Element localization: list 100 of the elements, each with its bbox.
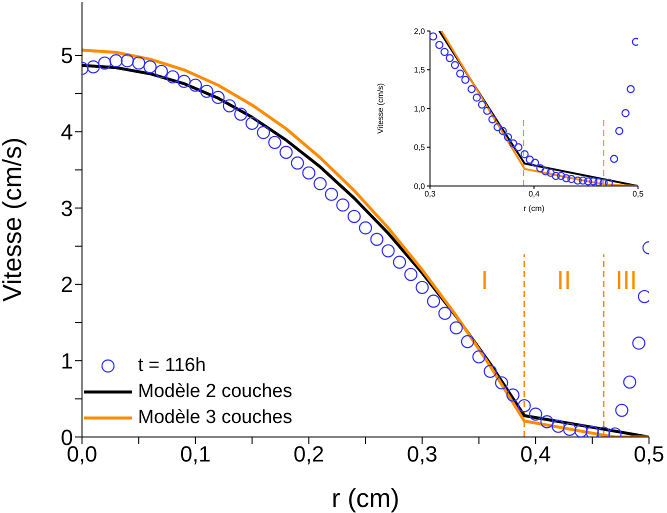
point xyxy=(222,99,236,112)
point xyxy=(536,164,544,172)
point xyxy=(256,126,270,140)
point xyxy=(166,70,180,84)
point xyxy=(541,167,550,176)
point xyxy=(370,232,384,246)
point xyxy=(626,85,635,94)
point xyxy=(578,176,587,185)
point xyxy=(498,126,507,136)
annotation: I xyxy=(480,265,488,296)
point xyxy=(98,56,112,70)
point xyxy=(504,133,512,142)
point xyxy=(416,280,429,294)
point xyxy=(109,54,123,68)
point xyxy=(382,244,395,258)
point xyxy=(494,123,502,132)
point xyxy=(594,178,603,186)
point xyxy=(529,408,542,421)
point xyxy=(450,61,460,70)
point xyxy=(430,32,438,41)
legend-label: Modèle 3 couches xyxy=(138,406,292,430)
point xyxy=(483,106,492,115)
y-axis-title: Vitesse (cm/s) xyxy=(0,137,28,302)
point xyxy=(546,168,555,177)
x-tick-label: 0,4 xyxy=(528,190,540,199)
point xyxy=(120,54,134,68)
point xyxy=(472,350,486,364)
point xyxy=(290,156,304,170)
point xyxy=(348,210,361,224)
y-axis-title: Vitesse (cm/s) xyxy=(376,82,385,134)
point xyxy=(280,146,293,159)
point xyxy=(494,376,508,390)
point xyxy=(586,426,599,437)
x-tick-label: 0,3 xyxy=(406,442,438,467)
point xyxy=(404,268,418,282)
point xyxy=(143,60,157,74)
x-axis-title: r (cm) xyxy=(524,204,545,213)
x-tick-label: 0,4 xyxy=(520,442,551,467)
point xyxy=(584,177,592,186)
point xyxy=(358,221,372,234)
x-tick-label: 0,5 xyxy=(632,190,644,199)
point xyxy=(488,115,496,124)
point xyxy=(623,375,636,389)
y-tick-label: 2 xyxy=(60,272,73,298)
point xyxy=(509,139,518,148)
x-tick-label: 0,2 xyxy=(294,442,324,467)
point xyxy=(514,143,522,152)
point xyxy=(526,156,534,164)
y-tick-label: 5 xyxy=(60,43,73,68)
point xyxy=(450,321,463,334)
point xyxy=(440,48,449,56)
point xyxy=(506,388,520,402)
point xyxy=(484,364,497,378)
point xyxy=(589,177,598,186)
point xyxy=(604,178,613,186)
point xyxy=(615,404,628,417)
point xyxy=(188,78,202,92)
annotation: III xyxy=(615,265,638,296)
legend-label: Modèle 2 couches xyxy=(138,380,292,404)
point xyxy=(314,177,327,190)
point xyxy=(456,70,464,78)
point xyxy=(567,174,576,184)
point xyxy=(520,150,529,158)
point xyxy=(86,60,100,74)
point xyxy=(200,84,214,98)
point xyxy=(468,85,476,94)
point xyxy=(132,56,146,70)
x-tick-label: 0,3 xyxy=(424,190,436,199)
point xyxy=(600,178,608,186)
point xyxy=(478,100,486,109)
point xyxy=(621,109,630,118)
point xyxy=(552,420,565,433)
point xyxy=(234,108,248,121)
point xyxy=(302,166,316,180)
y-tick-label: 3 xyxy=(60,196,73,221)
point xyxy=(518,399,531,412)
x-axis-title: r (cm) xyxy=(332,483,400,513)
point xyxy=(268,136,282,150)
legend-label: t = 116h xyxy=(138,354,206,378)
point xyxy=(632,336,646,350)
point xyxy=(211,90,225,104)
point xyxy=(426,294,440,308)
point xyxy=(392,256,406,269)
point xyxy=(246,116,259,130)
point xyxy=(154,64,168,78)
annotation: II xyxy=(556,265,572,296)
y-tick-label: 1 xyxy=(60,348,73,374)
point xyxy=(446,54,454,62)
point xyxy=(177,74,191,88)
point xyxy=(472,94,481,102)
point xyxy=(562,174,570,182)
y-tick-label: 0,5 xyxy=(414,143,426,152)
y-tick-label: 4 xyxy=(60,120,73,145)
x-tick-label: 0,5 xyxy=(634,442,664,467)
point xyxy=(563,422,576,436)
point xyxy=(574,176,582,185)
point xyxy=(438,306,452,320)
point xyxy=(556,172,566,180)
y-tick-label: 2,0 xyxy=(414,26,426,36)
point xyxy=(530,158,540,167)
